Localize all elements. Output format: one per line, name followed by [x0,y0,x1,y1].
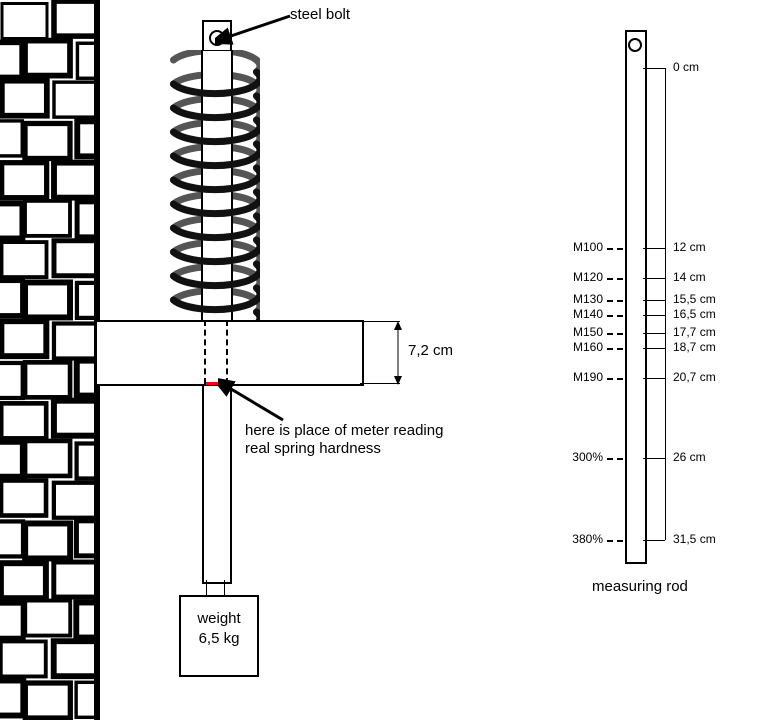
meter-reading-arrow [218,378,288,428]
scale-label-right: 12 cm [673,240,728,254]
weight-box: weight 6,5 kg [179,595,259,677]
scale-label-left: M190 [555,370,603,384]
weight-label: weight [181,609,257,629]
scale-label-right: 0 cm [673,60,728,74]
platform-height-label: 7,2 cm [408,342,453,359]
weight-connector [224,580,225,595]
measuring-rod [625,30,647,564]
scale-tick-right [643,248,665,249]
scale-label-right: 31,5 cm [673,532,728,546]
dashed-guide [204,320,206,384]
measuring-rod-bolt [628,38,642,52]
scale-label-left: 300% [555,450,603,464]
scale-vertical [665,68,666,540]
scale-label-left: M160 [555,340,603,354]
scale-label-left: M130 [555,292,603,306]
steel-bolt-arrow [215,10,295,50]
weight-connector [206,580,207,595]
scale-tick-left [607,348,623,350]
dim-arrows [388,318,408,388]
scale-tick-left [607,458,623,460]
scale-tick-right [643,278,665,279]
scale-label-left: 380% [555,532,603,546]
scale-tick-left [607,333,623,335]
scale-tick-right [643,315,665,316]
meter-reading-label-1: here is place of meter reading [245,422,443,439]
scale-label-right: 17,7 cm [673,325,728,339]
scale-label-right: 18,7 cm [673,340,728,354]
scale-label-right: 16,5 cm [673,307,728,321]
platform [95,320,364,386]
scale-tick-right [643,378,665,379]
scale-tick-left [607,315,623,317]
scale-label-left: M140 [555,307,603,321]
scale-label-left: M150 [555,325,603,339]
brick-wall [0,0,100,720]
scale-tick-right [643,300,665,301]
scale-tick-right [643,333,665,334]
scale-tick-left [607,248,623,250]
measuring-rod-label: measuring rod [592,578,688,595]
scale-tick-left [607,300,623,302]
dashed-guide [226,320,228,384]
scale-tick-right [643,458,665,459]
scale-tick-right [643,540,665,541]
scale-tick-left [607,540,623,542]
meter-reading-label-2: real spring hardness [245,440,381,457]
scale-label-right: 14 cm [673,270,728,284]
scale-tick-left [607,278,623,280]
scale-tick-right [643,68,665,69]
scale-tick-right [643,348,665,349]
spring [170,50,260,334]
scale-tick-left [607,378,623,380]
scale-label-right: 15,5 cm [673,292,728,306]
scale-label-left: M100 [555,240,603,254]
weight-value: 6,5 kg [181,629,257,649]
scale-label-right: 20,7 cm [673,370,728,384]
scale-label-right: 26 cm [673,450,728,464]
scale-label-left: M120 [555,270,603,284]
steel-bolt-label: steel bolt [290,6,350,23]
